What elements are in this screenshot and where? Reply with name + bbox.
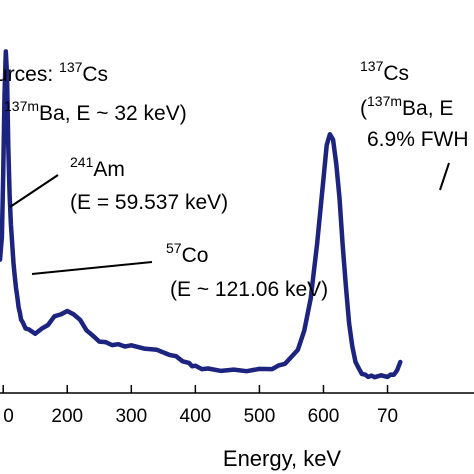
annotation-sources: urces: 137Cs [0, 59, 108, 86]
x-tick-label: 200 [51, 406, 83, 427]
leader-am [9, 174, 59, 208]
x-tick-label: 70 [377, 406, 398, 427]
annotation-am-energy: (E = 59.537 keV) [70, 191, 228, 214]
x-tick-label: 0 [3, 406, 14, 427]
x-axis-title: Energy, keV [223, 446, 342, 471]
spectrum-curve [0, 49, 403, 380]
annotation-cs: 137Cs [360, 58, 409, 85]
annotation-co-energy: (E ~ 121.06 keV) [170, 278, 328, 301]
annotation-co: 57Co [166, 240, 208, 267]
leader-cs [439, 162, 450, 191]
annotation-cs-ba: (137mBa, E [360, 93, 453, 120]
leader-co [31, 261, 153, 275]
x-tick-label: 600 [308, 406, 340, 427]
x-tick-label: 500 [244, 406, 276, 427]
x-tick-label: 300 [115, 406, 147, 427]
annotation-ba-32: 137mBa, E ~ 32 keV) [4, 98, 187, 125]
annotation-fwhm: 6.9% FWH [367, 128, 469, 151]
x-tick-label: 400 [180, 406, 212, 427]
annotation-am: 241Am [70, 154, 125, 181]
x-ticks: 0 200 300 400 500 600 70 [2, 385, 398, 427]
